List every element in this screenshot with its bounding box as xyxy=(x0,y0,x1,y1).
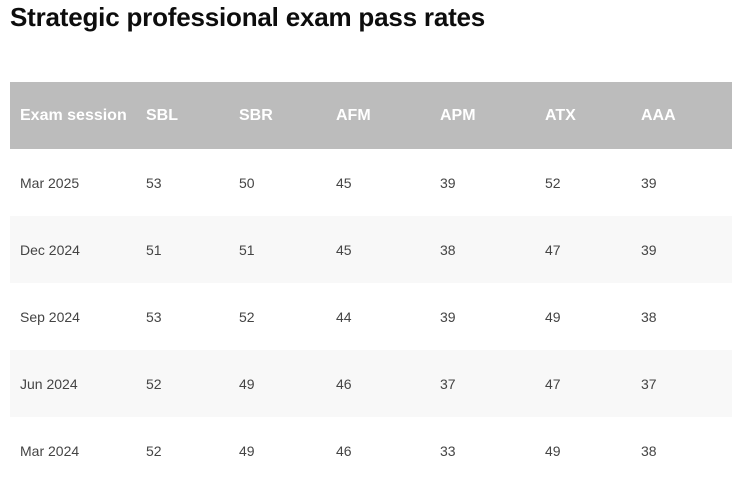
header-sbl: SBL xyxy=(146,82,239,149)
cell-aaa: 39 xyxy=(641,149,732,216)
cell-apm: 39 xyxy=(440,283,545,350)
header-aaa: AAA xyxy=(641,82,732,149)
cell-sbr: 49 xyxy=(239,417,336,484)
cell-apm: 33 xyxy=(440,417,545,484)
header-row: Exam session SBL SBR AFM APM ATX AAA xyxy=(10,82,732,149)
cell-aaa: 38 xyxy=(641,417,732,484)
header-exam-session: Exam session xyxy=(10,82,146,149)
cell-sbr: 50 xyxy=(239,149,336,216)
table-row: Dec 2024 51 51 45 38 47 39 xyxy=(10,216,732,283)
cell-sbl: 52 xyxy=(146,350,239,417)
cell-apm: 39 xyxy=(440,149,545,216)
cell-sbl: 51 xyxy=(146,216,239,283)
cell-exam-session: Mar 2024 xyxy=(10,417,146,484)
cell-afm: 44 xyxy=(336,283,440,350)
cell-sbr: 51 xyxy=(239,216,336,283)
cell-afm: 46 xyxy=(336,350,440,417)
pass-rates-table: Exam session SBL SBR AFM APM ATX AAA Mar… xyxy=(10,82,732,484)
table-body: Mar 2025 53 50 45 39 52 39 Dec 2024 51 5… xyxy=(10,149,732,484)
cell-sbl: 53 xyxy=(146,149,239,216)
header-sbr: SBR xyxy=(239,82,336,149)
cell-aaa: 37 xyxy=(641,350,732,417)
cell-aaa: 38 xyxy=(641,283,732,350)
table-row: Sep 2024 53 52 44 39 49 38 xyxy=(10,283,732,350)
cell-atx: 47 xyxy=(545,350,641,417)
cell-exam-session: Sep 2024 xyxy=(10,283,146,350)
cell-sbl: 53 xyxy=(146,283,239,350)
cell-atx: 49 xyxy=(545,417,641,484)
cell-sbr: 49 xyxy=(239,350,336,417)
cell-aaa: 39 xyxy=(641,216,732,283)
cell-afm: 46 xyxy=(336,417,440,484)
header-atx: ATX xyxy=(545,82,641,149)
cell-atx: 47 xyxy=(545,216,641,283)
table-header: Exam session SBL SBR AFM APM ATX AAA xyxy=(10,82,732,149)
cell-sbr: 52 xyxy=(239,283,336,350)
cell-apm: 38 xyxy=(440,216,545,283)
cell-afm: 45 xyxy=(336,216,440,283)
header-afm: AFM xyxy=(336,82,440,149)
table-row: Mar 2024 52 49 46 33 49 38 xyxy=(10,417,732,484)
page-title: Strategic professional exam pass rates xyxy=(10,2,486,32)
table-row: Mar 2025 53 50 45 39 52 39 xyxy=(10,149,732,216)
cell-exam-session: Jun 2024 xyxy=(10,350,146,417)
cell-apm: 37 xyxy=(440,350,545,417)
cell-atx: 52 xyxy=(545,149,641,216)
cell-exam-session: Mar 2025 xyxy=(10,149,146,216)
cell-sbl: 52 xyxy=(146,417,239,484)
table-row: Jun 2024 52 49 46 37 47 37 xyxy=(10,350,732,417)
cell-afm: 45 xyxy=(336,149,440,216)
cell-atx: 49 xyxy=(545,283,641,350)
cell-exam-session: Dec 2024 xyxy=(10,216,146,283)
header-apm: APM xyxy=(440,82,545,149)
